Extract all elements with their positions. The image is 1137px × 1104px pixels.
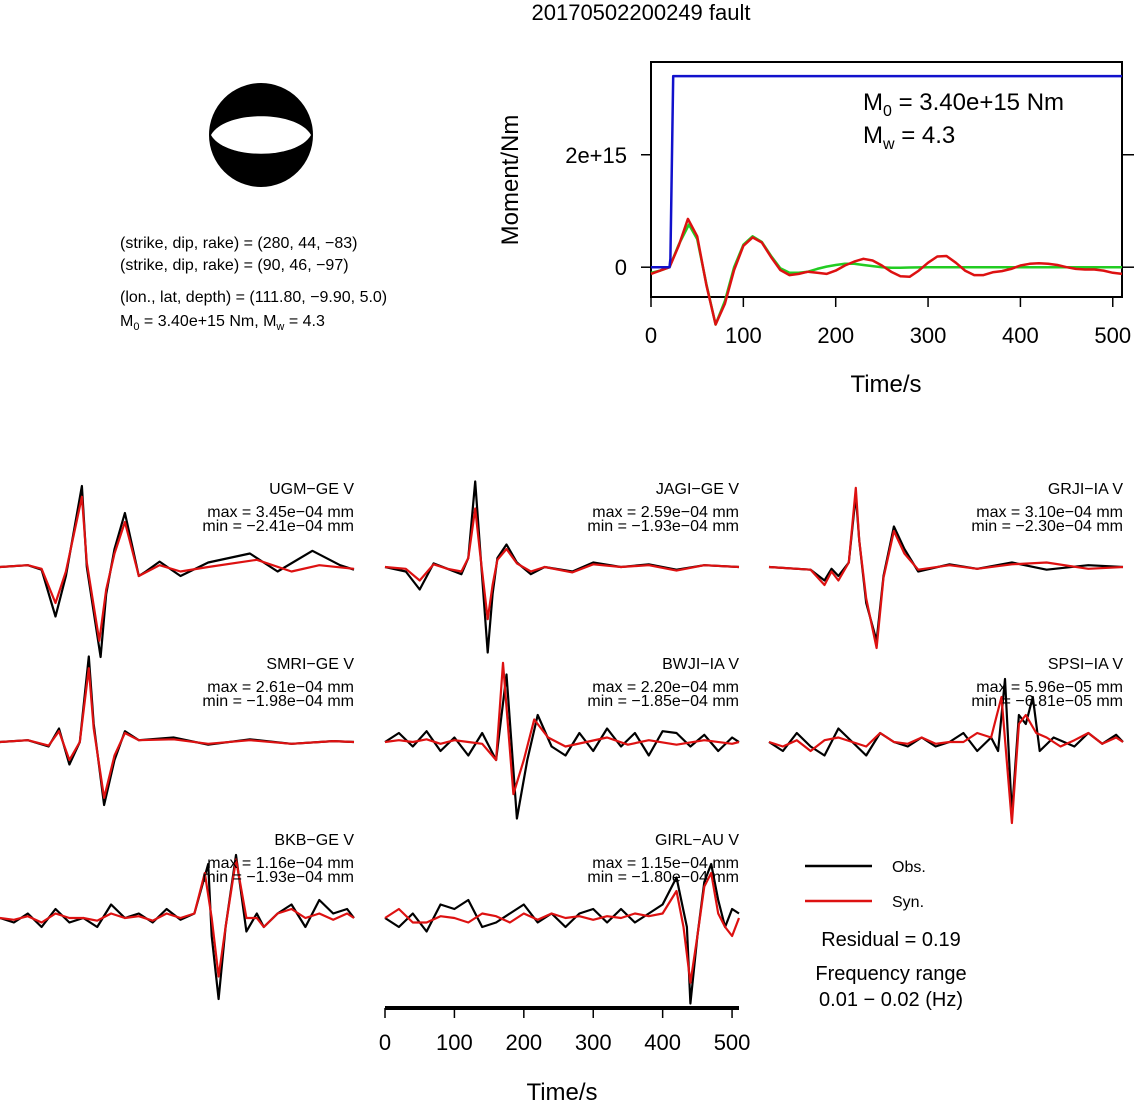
moment-m0-sub: 0: [883, 103, 892, 120]
station-max: max = 1.15e−04 mm: [592, 855, 739, 872]
moment-xtick-label: 100: [725, 323, 762, 348]
waveform-xtick-label: 100: [436, 1030, 473, 1055]
moment-mw-rest: = 4.3: [895, 122, 956, 149]
waveform-xlabel: Time/s: [526, 1079, 597, 1104]
station-name: UGM−GE V: [269, 481, 354, 498]
station-min: min = −1.85e−04 mm: [587, 693, 739, 710]
station-name: SMRI−GE V: [266, 656, 354, 673]
moment-plot-frame: [650, 61, 1123, 298]
moment-mw-prefix: M: [863, 122, 883, 149]
waveform-time-axis: 0 100 200 300 400 500 Time/s: [379, 1006, 751, 1104]
station-max: max = 2.59e−04 mm: [592, 504, 739, 521]
moment-m0-rest: = 3.40e+15 Nm: [892, 89, 1064, 116]
moment-mw-sub: w: [882, 136, 895, 153]
moment-m0-annotation: M0 = 3.40e+15 Nm: [863, 89, 1064, 120]
moment-xtick-label: 500: [1094, 323, 1131, 348]
moment-series-red: [650, 217, 1123, 326]
syn-trace: [384, 661, 740, 796]
moment-xtick-label: 300: [910, 323, 947, 348]
station-max: max = 2.20e−04 mm: [592, 679, 739, 696]
moment-mw-annotation: Mw = 4.3: [863, 122, 955, 153]
station-name: GIRL−AU V: [655, 832, 739, 849]
moment-xlabel: Time/s: [850, 371, 921, 398]
mw-rest: = 4.3: [284, 313, 325, 330]
obs-trace: [384, 673, 740, 820]
moment-xtick-label: 0: [645, 323, 657, 348]
waveform-xtick-label: 500: [714, 1030, 751, 1055]
obs-trace: [384, 862, 740, 1005]
focal-location-line: (lon., lat, depth) = (111.80, −9.90, 5.0…: [120, 289, 387, 306]
waveform-xtick-label: 0: [379, 1030, 391, 1055]
figure-title: 20170502200249 fault: [532, 0, 751, 25]
m0-prefix: M: [120, 313, 133, 330]
station-min: min = −1.93e−04 mm: [202, 869, 354, 886]
focal-strike-line-1: (strike, dip, rake) = (280, 44, −83): [120, 235, 357, 252]
station-min: min = −1.93e−04 mm: [587, 518, 739, 535]
moment-plot: 0 2e+15 0 100 200 300 400 500 Moment/Nm Time/s…: [497, 61, 1134, 398]
moment-ylabel: Moment/Nm: [497, 115, 524, 246]
waveform-xtick-label: 300: [575, 1030, 612, 1055]
frequency-range-label: Frequency range: [815, 963, 966, 985]
waveform-xtick-label: 400: [644, 1030, 681, 1055]
station-name: JAGI−GE V: [656, 481, 739, 498]
beachball-icon: [209, 83, 313, 187]
syn-trace: [0, 667, 355, 799]
station-name: BKB−GE V: [274, 832, 354, 849]
focal-magnitude-line: M0 = 3.40e+15 Nm, Mw = 4.3: [120, 313, 325, 333]
moment-ytick-label: 0: [615, 255, 627, 280]
station-max: max = 5.96e−05 mm: [976, 679, 1123, 696]
waveform-xtick-label: 200: [505, 1030, 542, 1055]
mw-sub: w: [275, 321, 284, 333]
waveform-legend: Obs. Syn.: [805, 859, 926, 911]
station-max: max = 3.45e−04 mm: [207, 504, 354, 521]
station-max: max = 3.10e−04 mm: [976, 504, 1123, 521]
station-min: min = −1.80e−04 mm: [587, 869, 739, 886]
syn-trace: [768, 695, 1124, 825]
station-min: min = −1.98e−04 mm: [202, 693, 354, 710]
syn-trace: [0, 495, 355, 642]
station-name: BWJI−IA V: [662, 656, 739, 673]
legend-obs-label: Obs.: [892, 859, 926, 876]
moment-xtick-label: 400: [1002, 323, 1039, 348]
frequency-range-value: 0.01 − 0.02 (Hz): [819, 989, 963, 1011]
station-name: SPSI−IA V: [1048, 656, 1123, 673]
moment-ytick-label: 2e+15: [565, 143, 627, 168]
station-min: min = −6.81e−05 mm: [971, 693, 1123, 710]
obs-trace: [768, 677, 1124, 816]
station-name: GRJI−IA V: [1048, 481, 1123, 498]
station-min: min = −2.30e−04 mm: [971, 518, 1123, 535]
moment-xtick-label: 200: [817, 323, 854, 348]
station-min: min = −2.41e−04 mm: [202, 518, 354, 535]
station-max: max = 2.61e−04 mm: [207, 679, 354, 696]
m0-rest: = 3.40e+15 Nm, M: [139, 313, 276, 330]
legend-syn-label: Syn.: [892, 894, 924, 911]
focal-info: (strike, dip, rake) = (280, 44, −83) (st…: [120, 235, 387, 333]
syn-trace: [768, 486, 1124, 650]
moment-m0-prefix: M: [863, 89, 883, 116]
syn-trace: [384, 507, 740, 621]
m0-sub: 0: [133, 321, 139, 333]
station-max: max = 1.16e−04 mm: [207, 855, 354, 872]
syn-trace: [0, 858, 355, 978]
focal-strike-line-2: (strike, dip, rake) = (90, 46, −97): [120, 257, 349, 274]
residual-label: Residual = 0.19: [821, 929, 961, 951]
moment-series-blue: [651, 74, 1122, 269]
syn-trace: [384, 871, 741, 984]
